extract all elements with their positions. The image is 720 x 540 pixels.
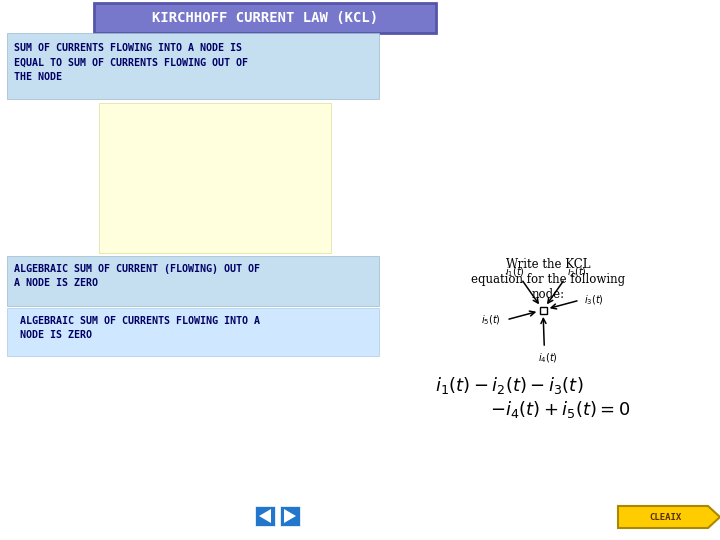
FancyBboxPatch shape [280, 506, 300, 526]
Polygon shape [284, 509, 296, 523]
Text: $i_3(t)$: $i_3(t)$ [584, 293, 603, 307]
Text: SUM OF CURRENTS FLOWING INTO A NODE IS
EQUAL TO SUM OF CURRENTS FLOWING OUT OF
T: SUM OF CURRENTS FLOWING INTO A NODE IS E… [14, 43, 248, 82]
FancyBboxPatch shape [7, 308, 379, 356]
Text: ALGEBRAIC SUM OF CURRENT (FLOWING) OUT OF
A NODE IS ZERO: ALGEBRAIC SUM OF CURRENT (FLOWING) OUT O… [14, 264, 260, 288]
Text: $i_1(t) - i_2(t) - i_3(t)$: $i_1(t) - i_2(t) - i_3(t)$ [435, 375, 583, 395]
FancyBboxPatch shape [99, 103, 331, 253]
Text: $i_4(t)$: $i_4(t)$ [539, 351, 558, 365]
Text: $i_5(t)$: $i_5(t)$ [482, 313, 501, 327]
Text: KIRCHHOFF CURRENT LAW (KCL): KIRCHHOFF CURRENT LAW (KCL) [152, 11, 378, 25]
Text: Write the KCL
equation for the following
node:: Write the KCL equation for the following… [471, 258, 625, 301]
Text: ALGEBRAIC SUM OF CURRENTS FLOWING INTO A
 NODE IS ZERO: ALGEBRAIC SUM OF CURRENTS FLOWING INTO A… [14, 316, 260, 340]
Text: $- i_4(t) + i_5(t) = 0$: $- i_4(t) + i_5(t) = 0$ [490, 400, 631, 421]
FancyBboxPatch shape [539, 307, 546, 314]
Text: $i_2(t)$: $i_2(t)$ [567, 265, 587, 279]
FancyBboxPatch shape [255, 506, 275, 526]
Text: CLEAIX: CLEAIX [650, 512, 682, 522]
FancyBboxPatch shape [7, 256, 379, 306]
Text: $i_1(t)$: $i_1(t)$ [505, 265, 525, 279]
FancyBboxPatch shape [7, 33, 379, 99]
FancyBboxPatch shape [94, 3, 436, 33]
Polygon shape [259, 509, 271, 523]
Polygon shape [618, 506, 720, 528]
